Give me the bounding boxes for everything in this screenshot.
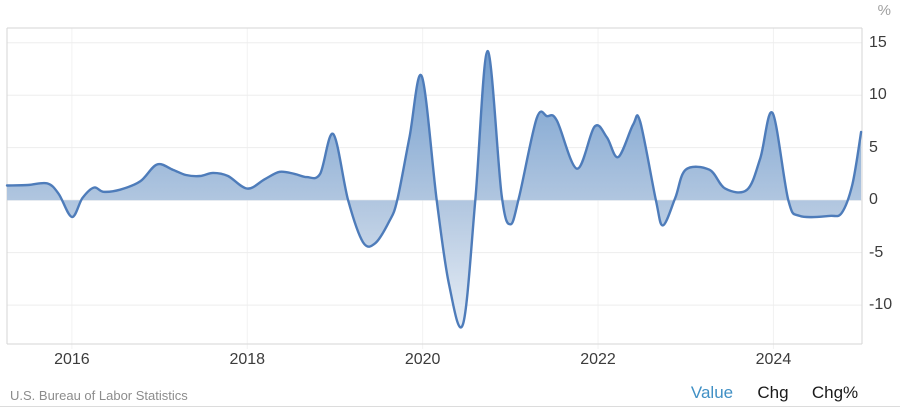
chg-percent-tab[interactable]: Chg% [811,383,859,402]
x-axis-tick-label: 2016 [54,351,90,368]
area-series-fill [7,51,862,328]
chg-tab[interactable]: Chg [757,383,789,402]
x-axis-tick-label: 2022 [580,351,616,368]
value-tab[interactable]: Value [690,383,734,402]
y-axis-tick-label: -10 [869,296,893,314]
y-axis-unit-label: % [877,2,891,19]
bottom-divider [0,406,900,407]
source-attribution: U.S. Bureau of Labor Statistics [10,388,188,403]
x-axis-tick-label: 2018 [229,351,266,368]
y-axis-tick-label: 10 [869,86,887,104]
y-axis-tick-label: 15 [869,33,887,51]
x-axis-tick-label: 2020 [404,351,441,368]
y-axis-tick-label: -5 [869,243,884,261]
line-series [5,49,863,329]
x-axis-tick-label: 2024 [755,351,792,368]
y-axis-tick-label: 5 [869,138,878,156]
y-axis-tick-label: 0 [869,191,878,209]
